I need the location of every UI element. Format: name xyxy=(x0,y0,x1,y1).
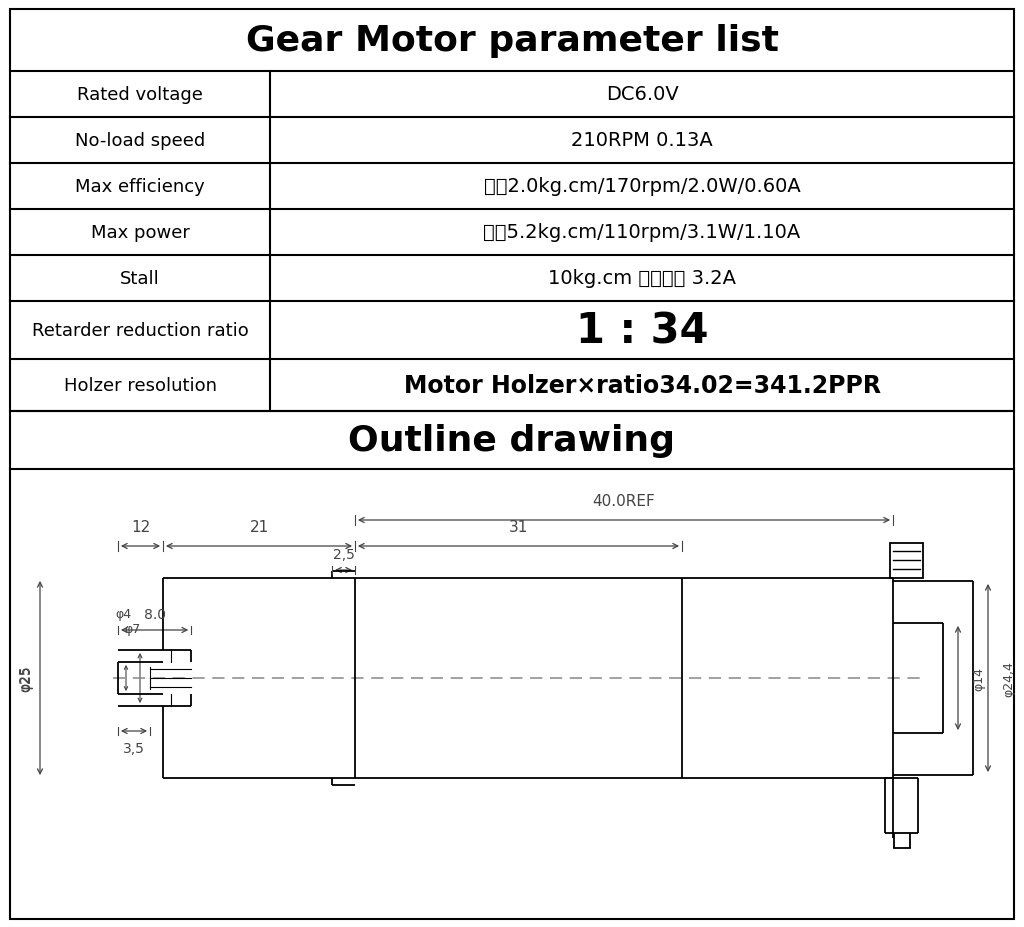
Text: φ25: φ25 xyxy=(19,665,33,692)
Bar xyxy=(10,412,1014,919)
Bar xyxy=(10,10,1014,412)
Text: Outline drawing: Outline drawing xyxy=(348,424,676,458)
Text: 负载5.2kg.cm/110rpm/3.1W/1.10A: 负载5.2kg.cm/110rpm/3.1W/1.10A xyxy=(483,223,801,242)
Text: Max efficiency: Max efficiency xyxy=(75,178,205,196)
Text: 31: 31 xyxy=(509,519,528,535)
Text: φ7: φ7 xyxy=(124,622,140,635)
Text: 3,5: 3,5 xyxy=(123,742,145,756)
Text: Max power: Max power xyxy=(90,223,189,242)
Text: 2,5: 2,5 xyxy=(333,548,354,562)
Text: DC6.0V: DC6.0V xyxy=(605,85,678,105)
Text: Motor Holzer×ratio34.02=341.2PPR: Motor Holzer×ratio34.02=341.2PPR xyxy=(403,374,881,398)
Text: Stall: Stall xyxy=(120,270,160,287)
Text: 40.0REF: 40.0REF xyxy=(593,493,655,508)
Text: 21: 21 xyxy=(250,519,268,535)
Text: φ24,4: φ24,4 xyxy=(1002,660,1015,696)
Text: No-load speed: No-load speed xyxy=(75,132,205,150)
Text: 8.0: 8.0 xyxy=(143,607,166,621)
Bar xyxy=(890,543,923,578)
Text: 10kg.cm 堆死电流 3.2A: 10kg.cm 堆死电流 3.2A xyxy=(548,269,736,288)
Text: 12: 12 xyxy=(131,519,151,535)
Text: Retarder reduction ratio: Retarder reduction ratio xyxy=(32,322,249,339)
Text: φ25: φ25 xyxy=(18,665,32,692)
Text: 负载2.0kg.cm/170rpm/2.0W/0.60A: 负载2.0kg.cm/170rpm/2.0W/0.60A xyxy=(483,177,801,197)
Text: 210RPM 0.13A: 210RPM 0.13A xyxy=(571,132,713,150)
Text: Holzer resolution: Holzer resolution xyxy=(63,376,216,395)
Text: 1 : 34: 1 : 34 xyxy=(575,310,709,351)
Text: Gear Motor parameter list: Gear Motor parameter list xyxy=(246,24,778,57)
Text: φ4: φ4 xyxy=(115,607,131,620)
Text: φ14: φ14 xyxy=(972,667,985,691)
Text: Rated voltage: Rated voltage xyxy=(77,86,203,104)
